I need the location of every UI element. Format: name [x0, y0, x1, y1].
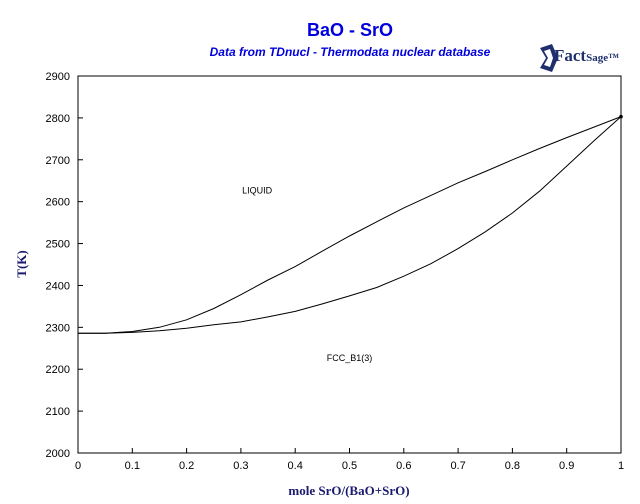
y-axis-label: T(K)	[14, 250, 29, 277]
chart-title: BaO - SrO	[306, 20, 394, 40]
x-tick-label: 0	[75, 460, 81, 472]
logo-text-main: Fact	[554, 46, 587, 65]
y-tick-label: 2000	[46, 448, 70, 460]
x-tick-label: 0.1	[125, 460, 140, 472]
x-tick-label: 0.7	[450, 460, 465, 472]
logo-text: FactSage™	[554, 46, 619, 66]
y-tick-label: 2200	[46, 364, 70, 376]
y-tick-label: 2400	[46, 280, 70, 292]
chart-subtitle: Data from TDnucl - Thermodata nuclear da…	[209, 45, 491, 59]
x-tick-label: 0.3	[233, 460, 248, 472]
y-tick-label: 2800	[46, 113, 70, 125]
x-axis-label: mole SrO/(BaO+SrO)	[288, 483, 409, 498]
x-tick-label: 1	[618, 460, 624, 472]
x-tick-label: 0.8	[505, 460, 520, 472]
y-tick-label: 2600	[46, 197, 70, 209]
x-tick-label: 0.4	[288, 460, 303, 472]
x-tick-label: 0.5	[342, 460, 357, 472]
liquidus-curve	[78, 116, 622, 334]
y-tick-label: 2900	[46, 71, 70, 83]
x-tick-label: 0.2	[179, 460, 194, 472]
y-tick-label: 2500	[46, 239, 70, 251]
x-tick-label: 0.6	[396, 460, 411, 472]
plot-frame	[77, 75, 622, 454]
phase-region-label: LIQUID	[242, 185, 273, 195]
y-tick-label: 2300	[46, 322, 70, 334]
factsage-logo: FactSage™	[536, 40, 632, 76]
y-tick-label: 2700	[46, 155, 70, 167]
factsage-logo-icon	[540, 44, 558, 72]
x-tick-label: 0.9	[559, 460, 574, 472]
y-tick-label: 2100	[46, 406, 70, 418]
logo-text-small: Sage™	[586, 52, 620, 64]
endpoint-marker	[619, 114, 623, 119]
phase-region-label: FCC_B1(3)	[327, 353, 373, 363]
solidus-curve	[78, 116, 622, 334]
